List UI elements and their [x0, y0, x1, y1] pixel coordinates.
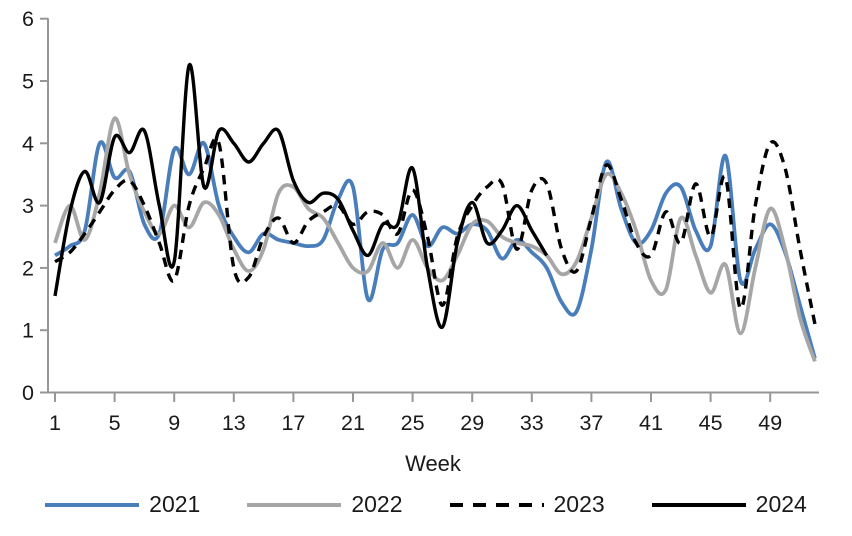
legend-swatch-dashed-2023 [449, 502, 544, 507]
x-axis-tick-label: 37 [579, 411, 603, 435]
x-axis-tick-label: 29 [460, 411, 484, 435]
x-axis-tick-label: 21 [341, 411, 365, 435]
x-axis-tick-label: 17 [281, 411, 305, 435]
legend-label: 2022 [351, 491, 403, 517]
chart-legend: 2021 2022 2023 2024 [0, 493, 852, 516]
x-axis-title: Week [405, 451, 462, 476]
legend-label: 2021 [149, 491, 201, 517]
x-axis-tick-label: 45 [699, 411, 723, 435]
legend-swatch-2024 [651, 502, 746, 507]
x-axis-tick-label: 41 [639, 411, 663, 435]
series-line-2024 [53, 63, 549, 329]
series-line-2021 [53, 140, 817, 359]
y-axis-tick-label: 2 [22, 256, 34, 280]
y-axis-tick-label: 6 [22, 7, 34, 31]
legend-item-2023: 2023 [449, 491, 605, 517]
x-axis-tick-label: 9 [168, 411, 180, 435]
y-axis-tick-label: 0 [22, 381, 34, 405]
legend-item-2024: 2024 [651, 491, 807, 517]
x-axis-tick-label: 25 [401, 411, 425, 435]
x-axis-tick-label: 5 [109, 411, 121, 435]
legend-swatch-2022 [247, 502, 342, 507]
y-axis-tick-label: 5 [22, 70, 34, 94]
plot-lines [53, 63, 817, 362]
legend-item-2022: 2022 [247, 491, 403, 517]
x-axis-tick-label: 13 [222, 411, 246, 435]
series-line-2023 [54, 137, 817, 325]
legend-label: 2024 [755, 491, 807, 517]
y-axis-tick-label: 3 [22, 194, 34, 218]
x-axis-tick-label: 1 [49, 411, 61, 435]
y-axis-tick-label: 1 [22, 319, 34, 343]
y-axis-tick-label: 4 [22, 132, 34, 156]
legend-label: 2023 [553, 491, 605, 517]
x-axis-tick-label: 49 [758, 411, 782, 435]
x-axis-tick-label: 33 [520, 411, 544, 435]
legend-swatch-2021 [45, 502, 140, 507]
legend-item-2021: 2021 [45, 493, 200, 516]
